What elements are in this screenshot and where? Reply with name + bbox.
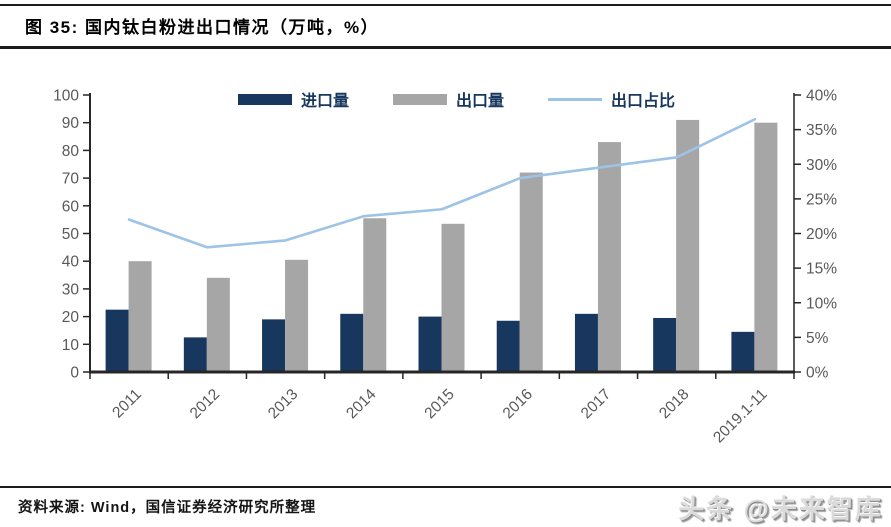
left-axis-label-100: 100: [53, 88, 79, 105]
left-axis-label-10: 10: [62, 337, 80, 354]
watermark: 头条 @未来智库: [678, 494, 883, 524]
data-source-note: 资料来源: Wind，国信证券经济研究所整理: [18, 500, 317, 516]
right-axis-label-25%: 25%: [806, 191, 837, 208]
x-axis-label-2017: 2017: [578, 386, 614, 422]
title-rule: [0, 46, 891, 49]
right-axis-label-10%: 10%: [806, 295, 837, 312]
import-bar-2011: [105, 309, 129, 372]
left-axis-label-30: 30: [62, 281, 80, 298]
legend-label-import: 进口量: [301, 93, 350, 110]
export-swatch-icon: [393, 93, 448, 105]
legend-item-import: 进口量: [238, 87, 349, 111]
left-axis-label-70: 70: [62, 171, 80, 188]
import-bar-2013: [262, 319, 286, 372]
legend-item-export: 出口量: [393, 87, 504, 111]
ratio-line-swatch-icon: [548, 97, 603, 101]
right-axis-label-40%: 40%: [806, 88, 837, 105]
left-axis-label-80: 80: [62, 143, 80, 160]
right-axis-label-5%: 5%: [806, 330, 829, 347]
x-axis-label-2011: 2011: [109, 386, 145, 422]
left-axis-label-50: 50: [62, 226, 80, 243]
figure-title: 图 35: 国内钛白粉进出口情况（万吨，%）: [25, 18, 380, 37]
import-bar-2017: [574, 313, 598, 372]
footer-rule: [0, 486, 891, 488]
chart-legend: 进口量 出口量 出口占比: [238, 87, 675, 111]
right-axis-label-35%: 35%: [806, 122, 837, 139]
export-bar-2016: [519, 172, 543, 372]
left-axis-label-90: 90: [62, 115, 80, 132]
x-axis-label-2019.1-11: 2019.1-11: [710, 386, 771, 447]
x-axis-label-2018: 2018: [656, 386, 692, 422]
legend-label-ratio: 出口占比: [611, 93, 676, 110]
left-axis-label-20: 20: [62, 309, 80, 326]
left-axis-label-40: 40: [62, 254, 80, 271]
import-bar-2016: [496, 320, 520, 372]
x-axis-label-2015: 2015: [421, 386, 457, 422]
import-swatch-icon: [238, 93, 292, 105]
right-axis-label-0%: 0%: [806, 365, 829, 382]
right-axis-label-15%: 15%: [806, 261, 837, 278]
left-axis-label-60: 60: [62, 198, 80, 215]
import-bar-2012: [183, 337, 207, 372]
right-axis-label-30%: 30%: [806, 157, 837, 174]
export-bar-2019.1-11: [754, 122, 778, 372]
legend-item-ratio: 出口占比: [548, 87, 675, 111]
import-bar-2018: [653, 317, 677, 372]
top-rule: [0, 4, 891, 6]
export-bar-2018: [676, 119, 700, 373]
import-bar-2014: [340, 313, 364, 372]
import-bar-2019.1-11: [731, 331, 755, 372]
export-ratio-line: [127, 117, 757, 249]
right-axis-label-20%: 20%: [806, 226, 837, 243]
export-bar-2015: [441, 223, 465, 372]
export-bar-2017: [597, 142, 621, 372]
left-axis-label-0: 0: [70, 365, 79, 382]
export-bar-2012: [206, 277, 230, 372]
x-axis-label-2012: 2012: [187, 386, 223, 422]
x-axis-label-2013: 2013: [265, 386, 301, 422]
export-bar-2011: [128, 261, 152, 372]
x-axis-label-2016: 2016: [500, 386, 536, 422]
import-bar-2015: [418, 316, 442, 372]
legend-label-export: 出口量: [456, 93, 505, 110]
export-bar-2013: [285, 259, 309, 372]
x-axis-label-2014: 2014: [343, 386, 380, 423]
export-bar-2014: [363, 218, 387, 372]
